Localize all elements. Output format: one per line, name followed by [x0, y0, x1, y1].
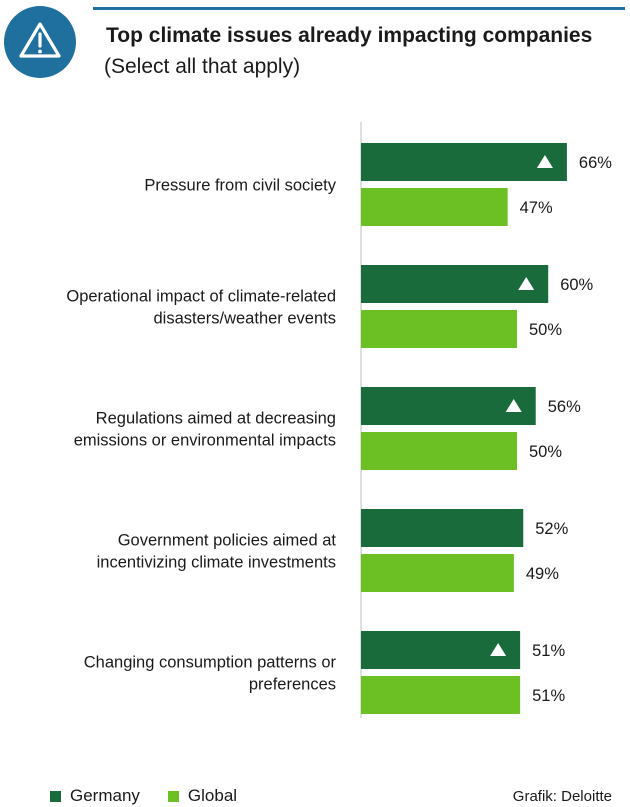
bar-germany-2 [361, 265, 549, 303]
up-triangle-icon [490, 643, 507, 656]
legend-label-global: Global [187, 786, 238, 805]
up-triangle-icon [505, 399, 522, 412]
value-label-global-1: 47% [520, 199, 553, 217]
bar-global-3 [361, 432, 517, 470]
bar-germany-4 [361, 509, 524, 547]
category-label-1: Pressure from civil society [144, 177, 336, 195]
bar-global-5 [361, 676, 521, 714]
category-label-4: Government policies aimed at incentivizin… [97, 532, 337, 572]
value-label-germany-1: 66% [579, 154, 612, 172]
value-label-global-4: 49% [526, 565, 559, 583]
category-label-5: Changing consumption patterns or preferen… [84, 654, 337, 694]
category-label-3: Regulations aimed at decreasing emissions… [74, 410, 336, 450]
bar-global-1 [361, 188, 508, 226]
legend: Germany Global [50, 786, 265, 806]
legend-item-germany: Germany [50, 786, 140, 806]
up-triangle-icon [536, 155, 553, 168]
source-credit: Grafik: Deloitte [512, 788, 612, 805]
header-rule [93, 7, 625, 10]
legend-swatch-germany [50, 790, 61, 802]
value-label-global-3: 50% [529, 443, 562, 461]
value-label-germany-3: 56% [548, 398, 581, 416]
bar-global-4 [361, 554, 514, 592]
warning-triangle-icon [19, 22, 61, 58]
value-label-global-2: 50% [529, 321, 562, 339]
legend-label-germany: Germany [70, 786, 140, 805]
bar-germany-1 [361, 143, 567, 181]
legend-swatch-global [167, 790, 179, 802]
value-label-germany-2: 60% [560, 276, 593, 294]
value-label-global-5: 51% [532, 687, 565, 705]
bar-germany-3 [361, 387, 536, 425]
value-label-germany-5: 51% [532, 642, 565, 660]
bar-chart: 66% 47% Pressure from civil society 60% 50% O… [66, 122, 612, 718]
legend-item-global: Global [167, 786, 238, 806]
warning-badge [4, 6, 76, 78]
chart-subtitle: (Select all that apply) [104, 55, 301, 78]
value-label-germany-4: 52% [535, 520, 568, 538]
bar-global-2 [361, 310, 517, 348]
chart-title: Top climate issues already impacting com… [106, 24, 593, 47]
up-triangle-icon [518, 277, 535, 290]
bar-germany-5 [361, 631, 521, 669]
category-label-2: Operational impact of climate-related dis… [66, 288, 336, 328]
